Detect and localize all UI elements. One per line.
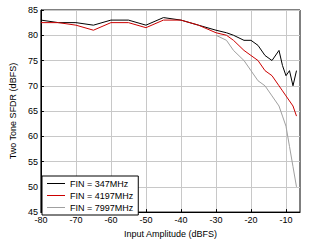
svg-text:Input Amplitude (dBFS): Input Amplitude (dBFS) [124, 229, 217, 239]
svg-text:-70: -70 [69, 215, 82, 225]
svg-text:45: 45 [27, 207, 38, 218]
svg-text:FIN = 7997MHz: FIN = 7997MHz [70, 203, 134, 213]
svg-text:80: 80 [28, 30, 38, 40]
svg-text:-50: -50 [139, 215, 152, 225]
svg-text:-10: -10 [279, 215, 292, 225]
svg-text:-30: -30 [209, 215, 222, 225]
svg-text:FIN = 347MHz: FIN = 347MHz [70, 179, 129, 189]
svg-text:85: 85 [28, 5, 38, 15]
svg-text:65: 65 [28, 106, 38, 116]
svg-text:FIN = 4197MHz: FIN = 4197MHz [70, 191, 134, 201]
svg-text:Two Tone SFDR (dBFS): Two Tone SFDR (dBFS) [8, 63, 18, 159]
svg-text:60: 60 [28, 131, 38, 141]
svg-text:-60: -60 [104, 215, 117, 225]
svg-text:70: 70 [28, 81, 38, 91]
svg-text:-40: -40 [174, 215, 187, 225]
svg-text:50: 50 [28, 182, 38, 192]
svg-text:75: 75 [28, 56, 38, 66]
svg-text:-80: -80 [34, 215, 47, 225]
svg-text:-20: -20 [244, 215, 257, 225]
svg-text:55: 55 [28, 157, 38, 167]
